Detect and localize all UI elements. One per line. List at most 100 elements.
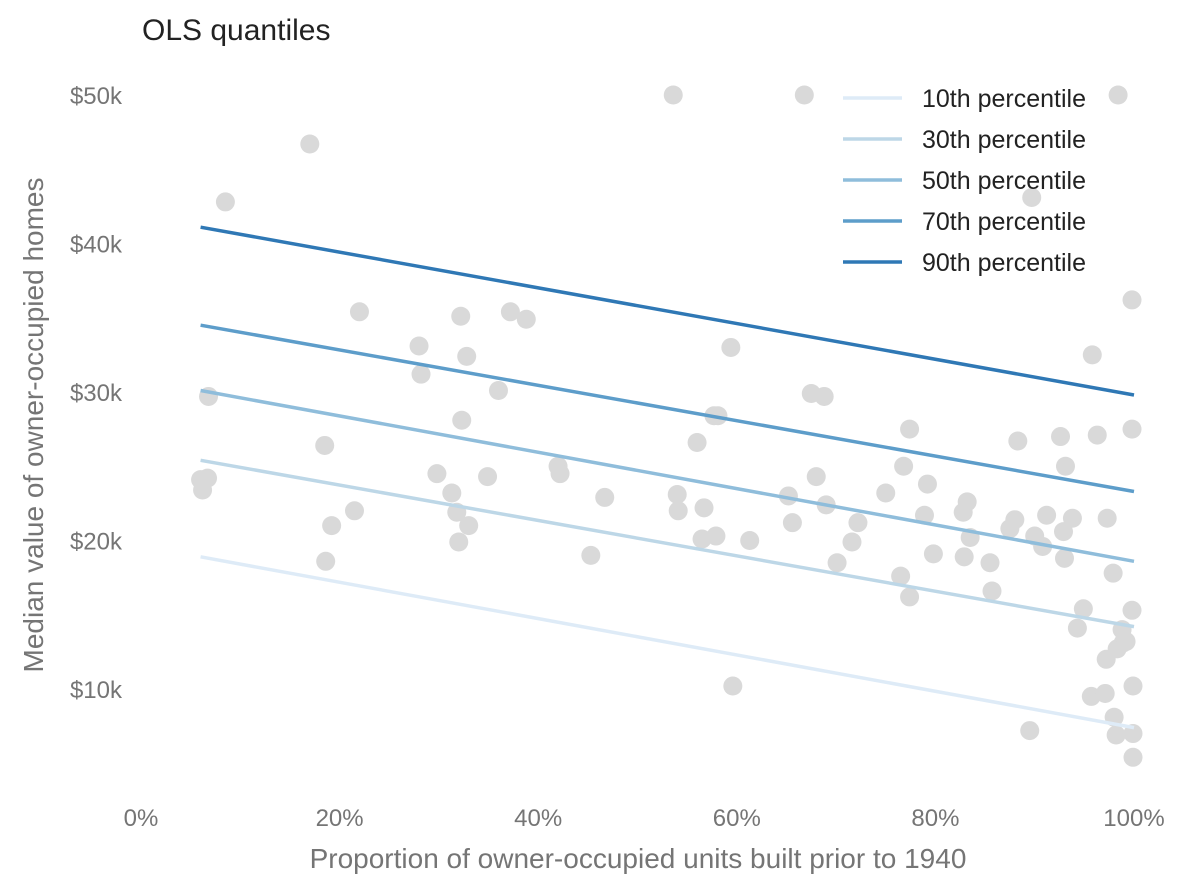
scatter-point-58 [923, 544, 943, 564]
scatter-point-50 [848, 513, 868, 533]
x-tick-label: 20% [316, 805, 364, 832]
scatter-point-81 [1082, 345, 1102, 365]
series-line-5 [200, 225, 1135, 397]
scatter-point-26 [550, 464, 570, 484]
scatter-point-48 [827, 553, 847, 573]
scatter-point-16 [449, 532, 469, 552]
scatter-point-43 [794, 85, 814, 105]
scatter-point-94 [1122, 290, 1142, 310]
scatter-point-97 [1123, 676, 1143, 696]
legend-label-4: 70th percentile [922, 208, 1086, 236]
legend-label-3: 50th percentile [922, 167, 1086, 195]
scatter-point-12 [411, 364, 431, 384]
scatter-point-95 [1122, 419, 1142, 439]
y-tick-label: $50k [70, 83, 123, 110]
y-tick-label: $20k [70, 529, 123, 556]
scatter-point-13 [427, 464, 447, 484]
scatter-point-69 [1022, 187, 1042, 207]
scatter-point-2 [198, 468, 218, 488]
scatter-point-54 [900, 419, 920, 439]
scatter-point-9 [344, 501, 364, 521]
scatter-point-29 [663, 85, 683, 105]
scatter-point-53 [894, 456, 914, 476]
quantile-lines [200, 225, 1135, 730]
scatter-point-63 [980, 553, 1000, 573]
scatter-point-34 [694, 498, 714, 518]
y-tick-label: $40k [70, 232, 123, 259]
scatter-point-28 [595, 487, 615, 507]
y-axis-ticks: $10k $20k $30k $40k $50k [70, 83, 123, 704]
x-tick-label: 40% [514, 805, 562, 832]
scatter-point-88 [1106, 725, 1126, 745]
scatter-point-85 [1097, 508, 1117, 528]
y-axis-title: Median value of owner-occupied homes [18, 178, 49, 673]
scatter-point-11 [409, 336, 429, 356]
scatter-point-10 [349, 302, 369, 322]
scatter-point-68 [1020, 721, 1040, 741]
scatter-points [191, 85, 1143, 767]
scatter-point-8 [322, 516, 342, 536]
scatter-point-36 [706, 526, 726, 546]
scatter-point-78 [1067, 618, 1087, 638]
scatter-point-67 [1008, 431, 1028, 451]
scatter-point-60 [954, 547, 974, 567]
y-tick-label: $10k [70, 677, 123, 704]
scatter-point-64 [982, 581, 1002, 601]
legend-label-2: 30th percentile [922, 126, 1086, 154]
scatter-point-77 [1062, 508, 1082, 528]
scatter-point-66 [1005, 510, 1025, 530]
x-axis-ticks: 0% 20% 40% 60% 80% 100% [124, 805, 1165, 832]
scatter-point-46 [814, 386, 834, 406]
scatter-point-23 [500, 302, 520, 322]
scatter-point-7 [316, 551, 336, 571]
scatter-point-18 [452, 410, 472, 430]
scatter-point-82 [1087, 425, 1107, 445]
scatter-point-55 [900, 587, 920, 607]
scatter-point-56 [914, 505, 934, 525]
scatter-point-19 [457, 346, 477, 366]
series-line-4 [200, 323, 1135, 494]
scatter-point-61 [957, 492, 977, 512]
scatter-point-45 [806, 467, 826, 487]
scatter-point-76 [1055, 456, 1075, 476]
scatter-point-72 [1037, 505, 1057, 525]
scatter-point-31 [668, 501, 688, 521]
series-line-3 [200, 388, 1135, 564]
scatter-point-52 [891, 566, 911, 586]
scatter-point-86 [1103, 563, 1123, 583]
scatter-point-5 [300, 134, 320, 154]
scatter-point-57 [917, 474, 937, 494]
scatter-point-22 [488, 381, 508, 401]
scatter-point-96 [1122, 600, 1142, 620]
chart-title: OLS quantiles [142, 14, 331, 47]
scatter-point-30 [667, 484, 687, 504]
scatter-point-75 [1054, 548, 1074, 568]
scatter-point-27 [581, 545, 601, 565]
series-line-2 [200, 458, 1135, 629]
scatter-point-6 [315, 435, 335, 455]
scatter-point-93 [1116, 631, 1136, 651]
scatter-point-21 [478, 467, 498, 487]
scatter-point-24 [516, 309, 536, 329]
x-axis-title: Proportion of owner-occupied units built… [310, 843, 967, 874]
scatter-point-73 [1051, 427, 1071, 447]
legend-label-5: 90th percentile [922, 249, 1086, 277]
scatter-point-14 [442, 483, 462, 503]
scatter-point-4 [215, 192, 235, 212]
scatter-point-20 [459, 516, 479, 536]
x-tick-label: 80% [911, 805, 959, 832]
scatter-point-51 [876, 483, 896, 503]
scatter-point-32 [687, 432, 707, 452]
scatter-point-98 [1123, 724, 1143, 744]
scatter-point-40 [740, 531, 760, 550]
y-tick-label: $30k [70, 380, 123, 407]
x-tick-label: 0% [124, 805, 159, 832]
x-tick-label: 60% [713, 805, 761, 832]
scatter-point-83 [1095, 683, 1115, 703]
x-tick-label: 100% [1103, 805, 1164, 832]
scatter-point-42 [782, 513, 802, 533]
scatter-point-38 [721, 337, 741, 357]
scatter-point-39 [723, 676, 743, 696]
scatter-point-71 [1033, 536, 1053, 556]
